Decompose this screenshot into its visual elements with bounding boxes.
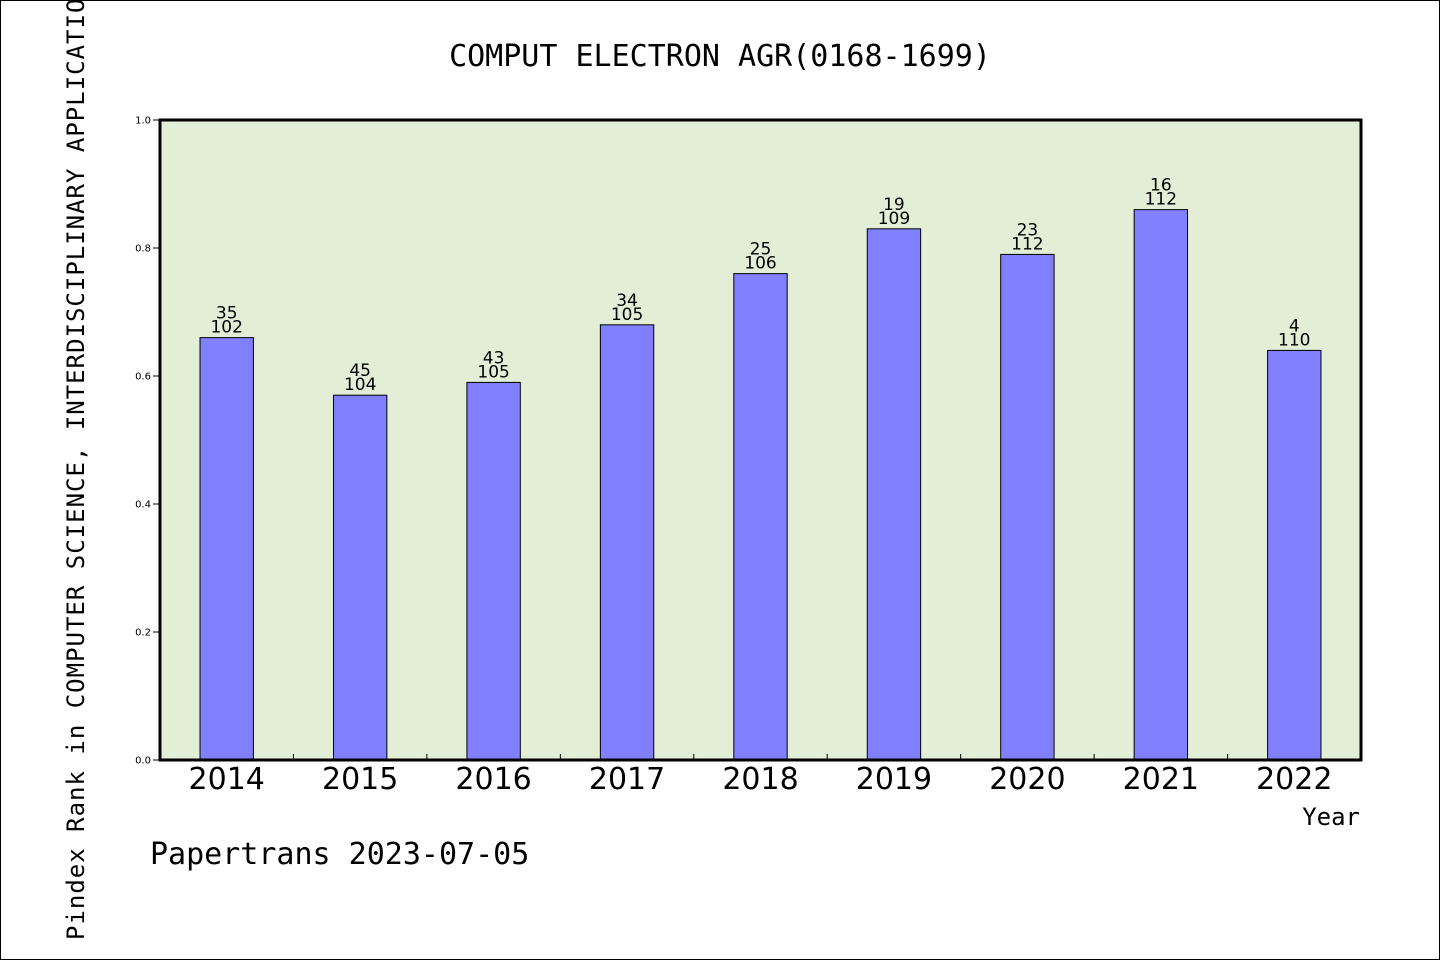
x-tick-label-2016: 2016 xyxy=(455,762,531,797)
bar-2014 xyxy=(199,337,254,761)
y-axis-label: Pindex Rank in COMPUTER SCIENCE, INTERDI… xyxy=(62,0,90,940)
bar-2016 xyxy=(466,381,521,761)
rank-label-2017: 34 xyxy=(616,291,638,311)
rank-label-2015: 45 xyxy=(349,361,371,381)
rank-label-2020: 23 xyxy=(1017,220,1039,240)
x-axis: 2014 2015 2016 2017 2018 2019 2020 2021 2022 xyxy=(189,754,1332,797)
y-tick-label: 1.0 xyxy=(135,116,151,127)
total-label-2020: 112 xyxy=(1011,234,1043,254)
x-tick-label-2014: 2014 xyxy=(189,762,265,797)
y-tick-label: 0.0 xyxy=(135,756,151,767)
rank-label-2018: 25 xyxy=(750,240,772,260)
y-tick-label: 0.6 xyxy=(135,372,151,383)
x-tick-label-2017: 2017 xyxy=(589,762,665,797)
rank-label-2014: 35 xyxy=(216,304,238,324)
rank-label-2019: 19 xyxy=(883,195,905,215)
y-tick-label: 0.4 xyxy=(135,500,151,511)
bar-2018 xyxy=(733,273,788,761)
total-label-2017: 105 xyxy=(611,305,643,325)
bars-layer xyxy=(199,209,1322,761)
plot-border xyxy=(158,118,1363,762)
x-tick-label-2015: 2015 xyxy=(322,762,398,797)
y-axis: 0.0 0.2 0.4 0.6 0.8 1.0 xyxy=(135,116,160,767)
rank-label-2016: 43 xyxy=(483,348,505,368)
y-tick-label: 0.8 xyxy=(135,244,151,255)
total-label-2016: 105 xyxy=(477,362,509,382)
x-tick-label-2019: 2019 xyxy=(856,762,932,797)
bar-2022 xyxy=(1267,349,1322,761)
total-label-2015: 104 xyxy=(344,375,376,395)
x-tick-label-2021: 2021 xyxy=(1123,762,1199,797)
total-label-2022: 110 xyxy=(1278,330,1310,350)
bar-2020 xyxy=(1000,253,1055,761)
bar-2019 xyxy=(866,228,922,761)
x-tick-label-2022: 2022 xyxy=(1256,762,1332,797)
rank-label-2021: 16 xyxy=(1150,176,1172,196)
total-label-2018: 106 xyxy=(744,254,776,274)
rank-label-2022: 4 xyxy=(1289,316,1300,336)
total-label-2019: 109 xyxy=(878,209,910,229)
x-tick-label-2020: 2020 xyxy=(989,762,1065,797)
bar-2015 xyxy=(332,394,388,761)
bar-2017 xyxy=(599,324,655,761)
chart-title: COMPUT ELECTRON AGR(0168-1699) xyxy=(449,39,991,74)
x-tick-label-2018: 2018 xyxy=(722,762,798,797)
data-labels-layer: 3510245104431053410525106191092311216112… xyxy=(210,176,1310,396)
watermark-text: Papertrans 2023-07-05 xyxy=(150,837,529,872)
bar-2021 xyxy=(1133,209,1189,761)
y-tick-label: 0.2 xyxy=(135,628,151,639)
x-axis-label: Year xyxy=(1302,803,1360,831)
total-label-2014: 102 xyxy=(210,318,242,338)
total-label-2021: 112 xyxy=(1145,190,1177,210)
